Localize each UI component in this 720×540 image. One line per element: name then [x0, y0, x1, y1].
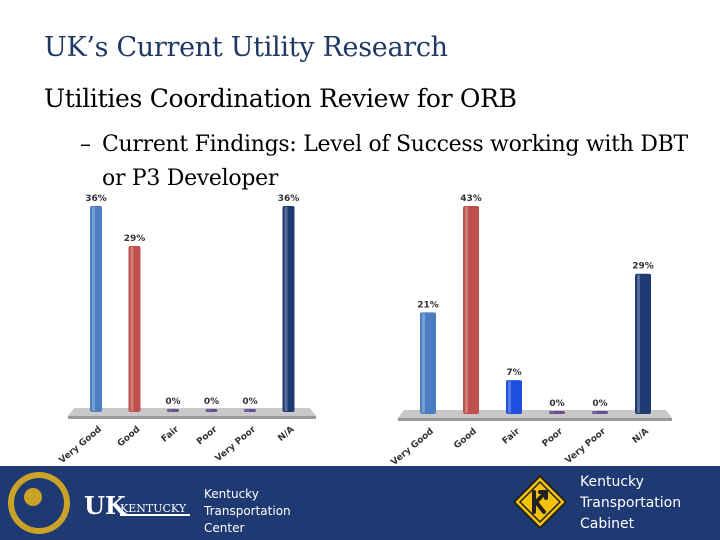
bar-poor — [549, 411, 565, 414]
data-label: 36% — [278, 194, 300, 204]
data-label: 0% — [204, 397, 219, 407]
bar-good — [128, 246, 141, 412]
footer-banner: UK KENTUCKY Kentucky Transportation Cent… — [0, 466, 720, 540]
data-label: 7% — [506, 368, 521, 378]
bar-good — [463, 206, 479, 414]
kytc-line: Transportation — [580, 495, 682, 511]
bar-fair — [506, 380, 522, 414]
tick-label: Very Poor — [564, 426, 609, 466]
bar-highlight — [246, 410, 249, 411]
tick-label: Very Poor — [214, 424, 259, 464]
ktc-line: Transportation — [204, 504, 291, 518]
chart-floor-edge — [398, 418, 672, 421]
bullet-findings-text: Current Findings: Level of Success worki… — [102, 132, 688, 191]
bar-highlight — [284, 207, 288, 411]
data-label: 0% — [549, 399, 564, 409]
bar-highlight — [637, 274, 640, 413]
tick-label: Poor — [541, 426, 566, 449]
bar-very-poor — [244, 409, 256, 412]
bullet-dash: – — [80, 132, 91, 157]
uk-kentucky-logo: UK KENTUCKY — [84, 491, 190, 520]
bar-highlight — [207, 410, 211, 411]
data-label: 29% — [124, 234, 146, 244]
kentucky-seal-logo — [8, 472, 70, 534]
tick-label: Good — [116, 425, 143, 450]
tick-label: Very Good — [57, 425, 103, 466]
kytc-sign-logo — [512, 474, 568, 530]
data-label: 21% — [417, 300, 439, 310]
data-label: 0% — [242, 397, 257, 407]
bar-highlight — [130, 247, 134, 411]
bar-poor — [205, 409, 218, 412]
bar-highlight — [169, 410, 172, 411]
bar-very-good — [420, 312, 436, 414]
ktc-name: Kentucky Transportation Center — [204, 486, 291, 537]
bar-highlight — [92, 207, 95, 411]
kytc-line: Cabinet — [580, 516, 635, 532]
tick-label: Poor — [195, 424, 220, 447]
data-label: 36% — [85, 194, 107, 204]
bullet-utilities-review: Utilities Coordination Review for ORB — [44, 84, 517, 113]
tick-label: Fair — [501, 426, 523, 446]
bar-highlight — [508, 381, 511, 413]
bar-very-good — [90, 206, 102, 412]
bar-charts: 36% Very Good 29% Good 0% Fair 0% Poor 0% Very Po… — [57, 194, 672, 466]
bar-n-a — [282, 206, 295, 412]
left-bar-chart: 36% Very Good 29% Good 0% Fair 0% Poor 0% Very Po… — [57, 194, 316, 466]
chart-floor — [68, 408, 316, 416]
kytc-line: Kentucky — [580, 474, 644, 490]
svg-text:UK: UK — [84, 491, 127, 520]
tick-label: N/A — [631, 427, 651, 446]
tick-label: N/A — [276, 425, 296, 444]
tick-label: Fair — [160, 424, 182, 444]
data-label: 0% — [165, 397, 180, 407]
slide-title: UK’s Current Utility Research — [44, 32, 448, 63]
chart-floor-edge — [68, 416, 316, 419]
bullet-current-findings: – Current Findings: Level of Success wor… — [80, 128, 700, 196]
bar-highlight — [422, 313, 425, 413]
kytc-name: Kentucky Transportation Cabinet — [580, 472, 681, 535]
bar-very-poor — [592, 411, 608, 414]
ktc-line: Center — [204, 521, 245, 535]
svg-text:KENTUCKY: KENTUCKY — [120, 502, 187, 515]
data-label: 43% — [460, 194, 482, 204]
data-label: 0% — [592, 399, 607, 409]
right-bar-chart: 21% Very Good 43% Good 7% Fair 0% Poor 0% Very Po… — [389, 194, 672, 466]
ktc-line: Kentucky — [204, 487, 259, 501]
data-label: 29% — [632, 262, 654, 272]
bar-fair — [167, 409, 179, 412]
bar-highlight — [465, 207, 468, 413]
bar-highlight — [594, 412, 597, 413]
bar-n-a — [635, 273, 651, 414]
chart-floor — [398, 410, 672, 418]
bar-highlight — [551, 412, 554, 413]
tick-label: Good — [452, 427, 479, 452]
tick-label: Very Good — [389, 427, 435, 466]
